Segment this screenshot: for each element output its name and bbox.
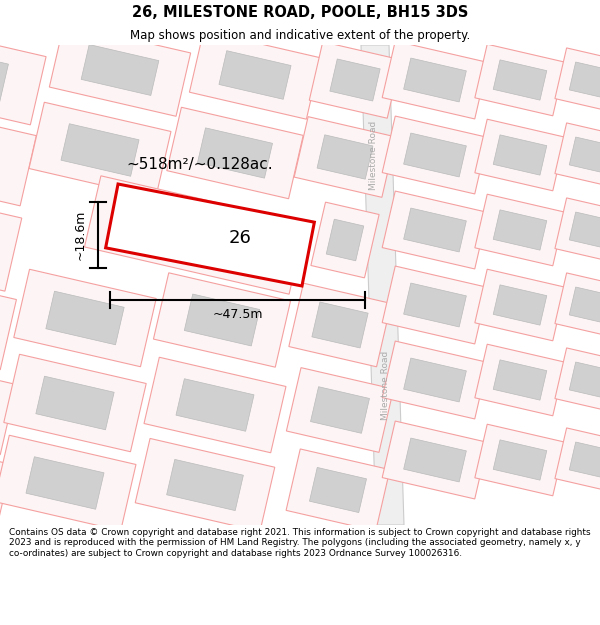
Polygon shape [555,348,600,412]
Polygon shape [569,137,600,173]
Polygon shape [184,294,260,346]
Polygon shape [569,287,600,323]
Polygon shape [0,270,16,370]
Polygon shape [475,119,565,191]
Polygon shape [197,128,272,178]
Text: 26: 26 [229,229,251,247]
Polygon shape [0,438,11,532]
Polygon shape [154,272,290,368]
Polygon shape [135,439,275,531]
Polygon shape [493,135,547,175]
Polygon shape [382,41,488,119]
Polygon shape [0,189,22,291]
Polygon shape [312,302,368,348]
Polygon shape [0,25,46,125]
Polygon shape [326,219,364,261]
Polygon shape [569,212,600,248]
Polygon shape [569,62,600,98]
Polygon shape [330,59,380,101]
Polygon shape [475,44,565,116]
Polygon shape [555,123,600,187]
Polygon shape [0,435,136,531]
Polygon shape [167,107,303,199]
Polygon shape [569,442,600,478]
Polygon shape [555,48,600,112]
Polygon shape [310,468,367,512]
Polygon shape [61,124,139,176]
Polygon shape [289,283,391,367]
Polygon shape [294,117,396,198]
Text: 26, MILESTONE ROAD, POOLE, BH15 3DS: 26, MILESTONE ROAD, POOLE, BH15 3DS [132,5,468,20]
Polygon shape [81,44,159,96]
Polygon shape [106,184,314,286]
Polygon shape [404,133,466,177]
Text: ~518m²/~0.128ac.: ~518m²/~0.128ac. [127,158,274,172]
Polygon shape [382,266,488,344]
Polygon shape [382,191,488,269]
Polygon shape [555,273,600,337]
Polygon shape [36,376,114,430]
Polygon shape [493,60,547,100]
Polygon shape [85,176,305,294]
Polygon shape [475,424,565,496]
Polygon shape [286,368,394,452]
Polygon shape [144,357,286,452]
Polygon shape [404,358,466,402]
Polygon shape [475,344,565,416]
Polygon shape [26,457,104,509]
Polygon shape [286,449,390,531]
Polygon shape [311,202,379,278]
Text: Milestone Road: Milestone Road [380,351,389,419]
Polygon shape [49,24,191,116]
Polygon shape [190,31,320,119]
Polygon shape [493,360,547,400]
Polygon shape [404,283,466,327]
Polygon shape [14,269,156,367]
Polygon shape [493,440,547,480]
Polygon shape [29,102,171,198]
Polygon shape [382,341,488,419]
Polygon shape [219,51,291,99]
Polygon shape [46,291,124,345]
Polygon shape [176,379,254,431]
Polygon shape [555,428,600,492]
Polygon shape [404,208,466,252]
Polygon shape [4,354,146,452]
Text: Contains OS data © Crown copyright and database right 2021. This information is : Contains OS data © Crown copyright and d… [9,528,590,558]
Polygon shape [404,58,466,102]
Polygon shape [309,42,401,118]
Polygon shape [382,116,488,194]
Polygon shape [475,269,565,341]
Polygon shape [361,45,404,525]
Polygon shape [404,438,466,482]
Polygon shape [555,198,600,262]
Polygon shape [493,210,547,250]
Polygon shape [317,135,373,179]
Text: Map shows position and indicative extent of the property.: Map shows position and indicative extent… [130,29,470,42]
Polygon shape [311,387,370,433]
Text: ~18.6m: ~18.6m [74,210,86,260]
Polygon shape [382,421,488,499]
Text: Milestone Road: Milestone Road [368,121,377,189]
Polygon shape [569,362,600,398]
Text: ~47.5m: ~47.5m [212,309,263,321]
Polygon shape [0,104,37,206]
Polygon shape [475,194,565,266]
Polygon shape [493,285,547,325]
Polygon shape [0,355,16,455]
Polygon shape [167,459,244,511]
Polygon shape [0,48,8,102]
